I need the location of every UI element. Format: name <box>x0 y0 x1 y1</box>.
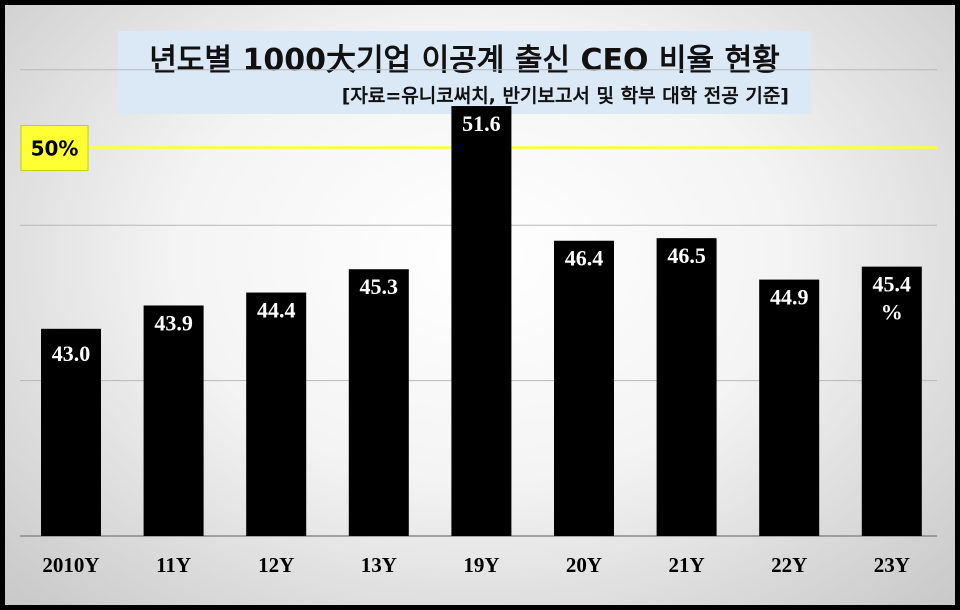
value-label: 44.4 <box>257 298 296 323</box>
x-tick-label: 21Y <box>669 553 705 577</box>
x-tick-label: 12Y <box>258 553 294 577</box>
x-tick-label: 20Y <box>566 553 602 577</box>
value-label: 45.4 <box>873 272 912 297</box>
x-tick-label: 22Y <box>771 553 807 577</box>
chart-subtitle: [자료=유니코써치, 반기보고서 및 학부 대학 전공 기준] <box>341 85 789 107</box>
chart-title: 년도별 1000大기업 이공계 출신 CEO 비율 현황 <box>149 43 780 78</box>
value-label: 46.4 <box>565 246 604 271</box>
bar <box>143 305 204 536</box>
value-label: 45.3 <box>360 274 399 299</box>
x-tick-label: 13Y <box>361 553 397 577</box>
value-labels: 43.0 43.9 44.4 45.3 51.6 46.4 46.5 44.9 45.4% <box>52 111 911 366</box>
x-tick-label: 23Y <box>874 553 910 577</box>
x-tick-label: 2010Y <box>42 553 99 577</box>
bar <box>348 269 409 536</box>
x-tick-labels: 2010Y 11Y 12Y 13Y 19Y 20Y 21Y 22Y 23Y <box>42 553 909 577</box>
bar <box>759 279 820 536</box>
value-label: 44.9 <box>770 285 809 310</box>
bar <box>554 240 614 537</box>
title-banner <box>118 31 811 114</box>
bar <box>246 292 307 536</box>
bar <box>41 328 101 536</box>
x-tick-label: 11Y <box>156 553 191 577</box>
value-label: 43.9 <box>154 310 193 335</box>
bars <box>41 106 922 537</box>
value-label: 43.0 <box>52 341 91 366</box>
unit-label: % <box>881 300 903 325</box>
bar <box>861 266 922 536</box>
value-label: 51.6 <box>462 111 501 136</box>
reference-line-badge <box>20 125 89 171</box>
x-tick-label: 19Y <box>463 553 499 577</box>
bar <box>656 238 717 536</box>
reference-line-label: 50% <box>31 137 79 161</box>
bar <box>451 106 512 536</box>
value-label: 46.5 <box>667 243 706 268</box>
